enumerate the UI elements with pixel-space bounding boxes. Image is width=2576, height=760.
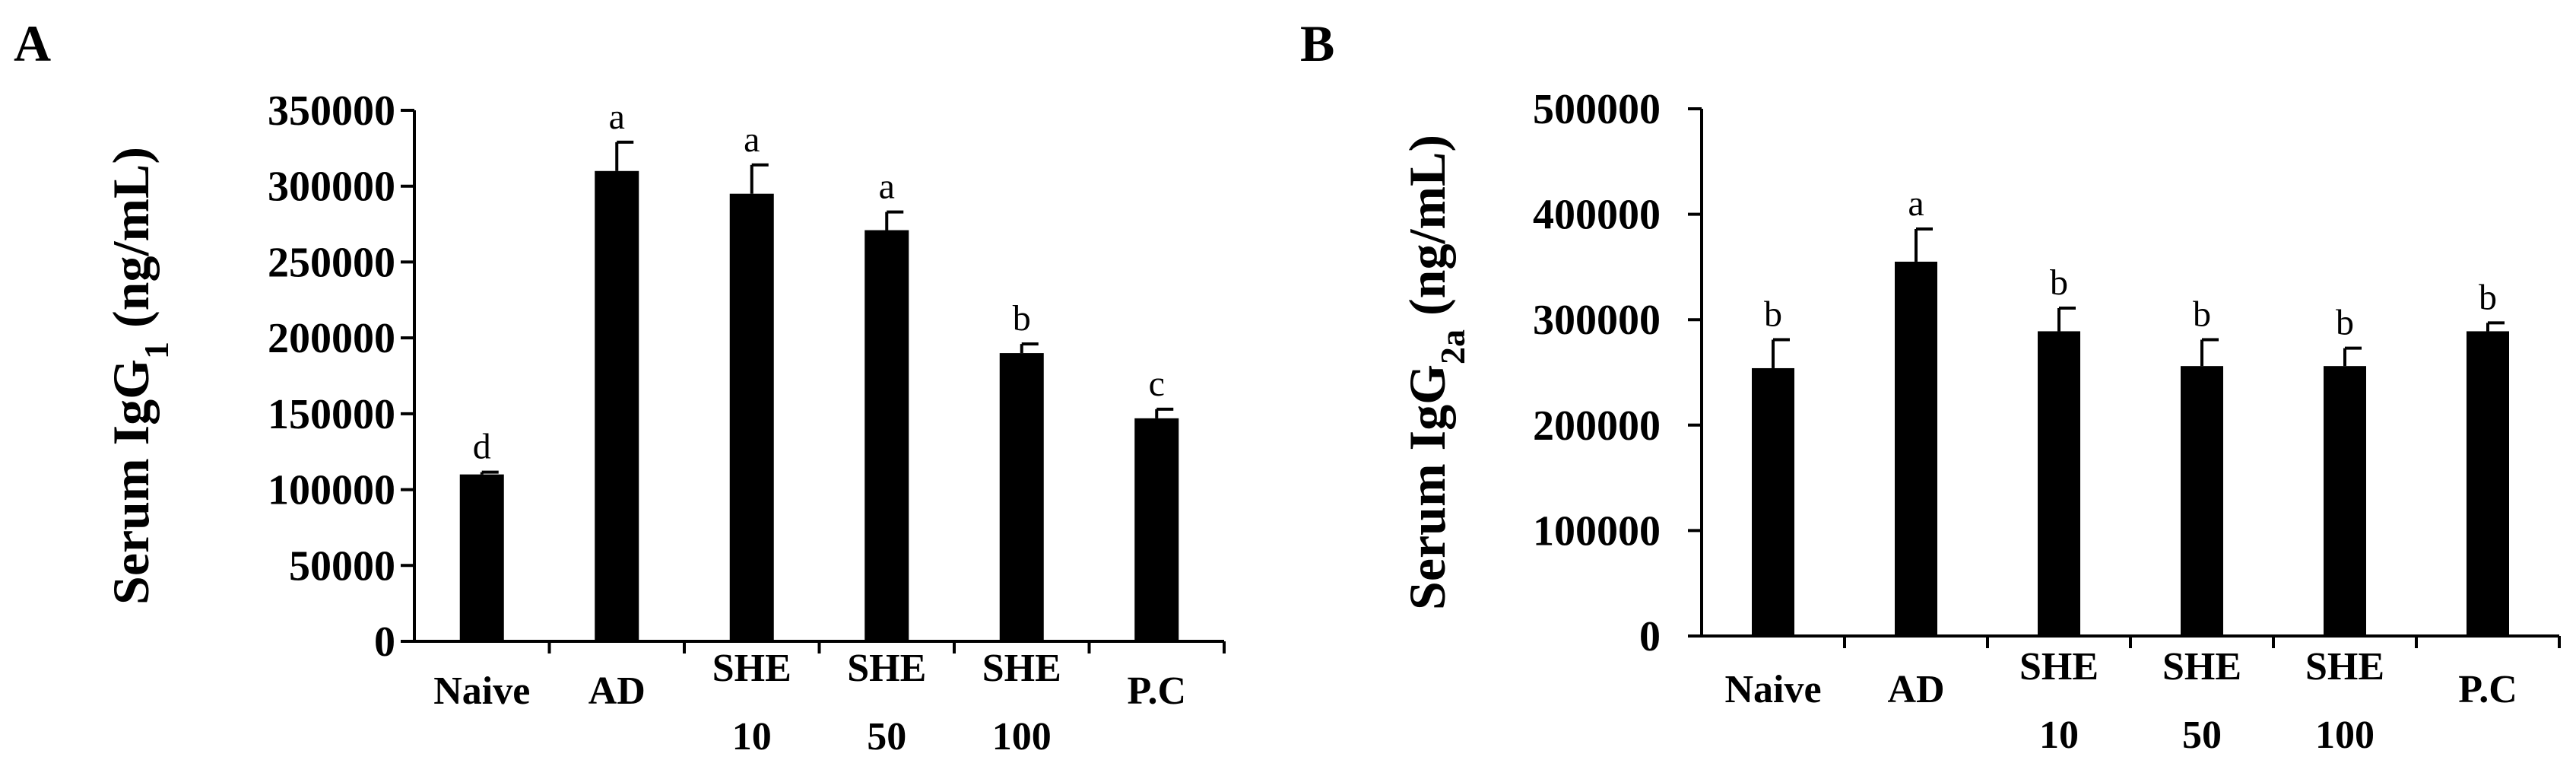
category-label: SHE [2162, 645, 2241, 688]
y-tick-label: 250000 [268, 239, 395, 286]
panel-a: A Serum IgG1 (ng/mL) 0 50000 100000 150000 2000… [14, 14, 1226, 758]
category-label: 100 [992, 715, 1052, 758]
significance-letter: a [1908, 183, 1924, 224]
y-tick-label: 150000 [268, 391, 395, 438]
y-tick-label: 100000 [268, 467, 395, 514]
significance-letter: d [473, 427, 491, 467]
category-label: P.C [1127, 669, 1186, 713]
category-label: Naive [433, 669, 530, 713]
y-axis-title: Serum IgG2a (ng/mL) [1398, 135, 1472, 610]
significance-letter: a [744, 119, 760, 160]
y-tick-label: 300000 [1533, 297, 1661, 344]
category-label: SHE [847, 647, 926, 690]
significance-letter: b [1013, 298, 1031, 339]
y-tick-label: 400000 [1533, 192, 1661, 239]
category-label: SHE [712, 647, 792, 690]
category-label: SHE [982, 647, 1061, 690]
significance-letter: b [2336, 303, 2354, 343]
panel-b: B Serum IgG2a (ng/mL) 0 100000 200000 300000 40… [1300, 14, 2561, 757]
significance-letter: b [1764, 294, 1782, 335]
category-label: Naive [1724, 668, 1821, 711]
bar [2181, 366, 2223, 636]
y-axis-title-main: Serum IgG [1398, 364, 1456, 610]
category-label: 50 [2182, 714, 2222, 757]
y-axis-title-unit: (ng/mL) [102, 147, 160, 328]
bar [459, 474, 504, 641]
y-tick-label: 0 [1639, 613, 1661, 660]
y-axis-title-subscript: 2a [1433, 329, 1472, 364]
category-label: 100 [2315, 714, 2375, 757]
significance-letter: a [879, 167, 895, 207]
y-tick-label: 50000 [289, 542, 395, 590]
panel-letter: B [1300, 14, 1334, 72]
bar [2324, 366, 2366, 636]
bar [595, 170, 639, 641]
category-label: P.C [2458, 668, 2517, 711]
y-axis-title-main: Serum IgG [102, 359, 160, 605]
category-label: SHE [2305, 645, 2384, 688]
bar [729, 193, 774, 641]
bar [1895, 261, 1937, 636]
bar [1134, 418, 1179, 641]
bar [864, 230, 909, 641]
bar [1752, 367, 1794, 636]
bar [999, 353, 1044, 641]
category-label: 10 [732, 715, 772, 758]
category-label: AD [588, 669, 646, 713]
y-axis-title-unit: (ng/mL) [1398, 135, 1456, 316]
bar [2467, 331, 2509, 636]
y-tick-label: 300000 [268, 164, 395, 211]
y-tick-label: 200000 [1533, 402, 1661, 450]
category-label: 10 [2039, 714, 2079, 757]
significance-letter: c [1149, 364, 1165, 404]
category-label: SHE [2019, 645, 2099, 688]
panel-letter: A [14, 14, 51, 72]
y-tick-label: 200000 [268, 315, 395, 362]
bar [2038, 331, 2080, 636]
y-tick-label: 100000 [1533, 507, 1661, 555]
category-label: 50 [867, 715, 906, 758]
significance-letter: b [2193, 294, 2211, 335]
significance-letter: a [609, 97, 625, 137]
y-tick-label: 500000 [1533, 86, 1661, 133]
y-axis-title: Serum IgG1 (ng/mL) [102, 147, 176, 605]
significance-letter: b [2050, 262, 2068, 303]
y-tick-label: 350000 [268, 87, 395, 135]
significance-letter: b [2479, 277, 2497, 317]
category-label: AD [1887, 668, 1944, 711]
y-axis-title-subscript: 1 [137, 342, 176, 359]
y-tick-label: 0 [374, 618, 395, 666]
